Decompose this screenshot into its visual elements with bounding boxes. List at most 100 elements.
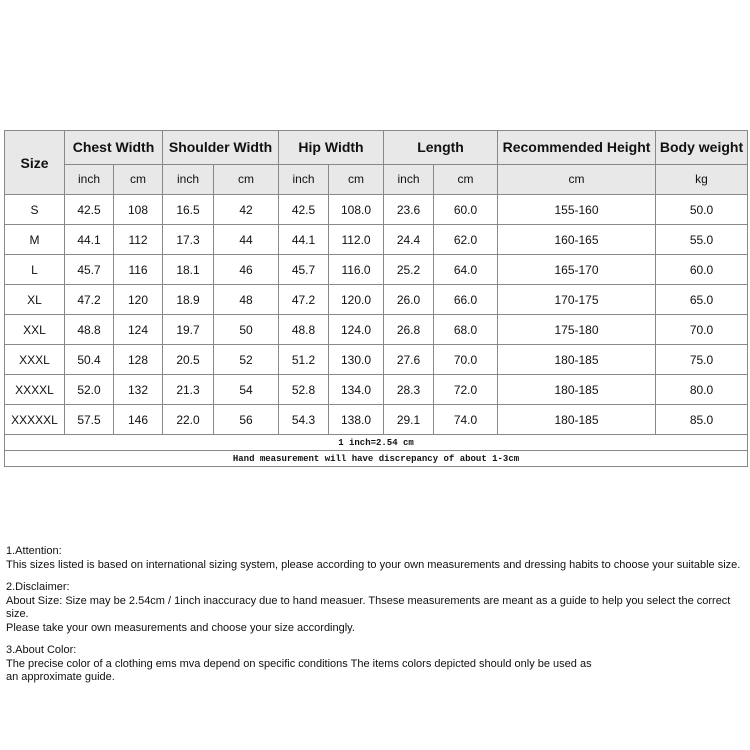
table-cell: 180-185 bbox=[497, 344, 657, 375]
table-note2: Hand measurement will have discrepancy o… bbox=[3, 450, 749, 467]
table-cell: 20.5 bbox=[162, 344, 215, 375]
table-cell: 24.4 bbox=[383, 224, 435, 255]
table-cell: 130.0 bbox=[328, 344, 385, 375]
table-cell: 28.3 bbox=[383, 374, 435, 405]
table-cell: 42.5 bbox=[64, 194, 114, 225]
table-cell: 72.0 bbox=[433, 374, 499, 405]
table-cell: 50 bbox=[213, 314, 280, 345]
table-cell: 128 bbox=[112, 344, 164, 375]
table-cell: 17.3 bbox=[162, 224, 215, 255]
table-cell: 54 bbox=[213, 374, 280, 405]
unit-cell: inch bbox=[162, 163, 215, 196]
table-cell: 18.9 bbox=[162, 284, 215, 315]
unit-cell: inch bbox=[278, 163, 330, 196]
note-line: About Size: Size may be 2.54cm / 1inch i… bbox=[6, 594, 731, 621]
note-line: Please take your own measurements and ch… bbox=[6, 621, 355, 634]
table-cell: 180-185 bbox=[497, 404, 657, 435]
table-cell: 52.0 bbox=[64, 374, 114, 405]
table-cell: 56 bbox=[213, 404, 280, 435]
table-cell: 112.0 bbox=[328, 224, 385, 255]
table-row: XL 47.2 120 18.9 48 47.2 120.0 26.0 66.0 170-175 6… bbox=[4, 284, 749, 315]
note-block: 1.Attention: This sizes listed is based o… bbox=[6, 545, 750, 572]
note-line: The precise color of a clothing ems mva … bbox=[6, 657, 592, 670]
table-cell: 65.0 bbox=[655, 284, 749, 315]
table-cell: 175-180 bbox=[497, 314, 657, 345]
table-cell: 26.0 bbox=[383, 284, 435, 315]
table-row: XXL 48.8 124 19.7 50 48.8 124.0 26.8 68.0 175-180… bbox=[4, 314, 749, 345]
table-cell: 146 bbox=[112, 404, 164, 435]
table-cell: 42.5 bbox=[278, 194, 330, 225]
table-cell: 66.0 bbox=[433, 284, 499, 315]
table-cell: XXXXL bbox=[4, 374, 65, 405]
table-row: L 45.7 116 18.1 46 45.7 116.0 25.2 64.0 165-170 60… bbox=[4, 254, 749, 285]
table-cell: M bbox=[4, 224, 65, 255]
table-cell: 180-185 bbox=[497, 374, 657, 405]
table-cell: 50.4 bbox=[64, 344, 114, 375]
note-title: 1.Attention: bbox=[6, 545, 62, 557]
table-cell: XL bbox=[4, 284, 65, 315]
table-cell: 16.5 bbox=[162, 194, 215, 225]
table-cell: 62.0 bbox=[433, 224, 499, 255]
table-cell: 116.0 bbox=[328, 254, 385, 285]
table-cell: 54.3 bbox=[278, 404, 330, 435]
notes-section: 1.Attention: This sizes listed is based o… bbox=[6, 545, 750, 694]
table-cell: 85.0 bbox=[655, 404, 749, 435]
header-size: Size bbox=[4, 130, 65, 195]
table-cell: 74.0 bbox=[433, 404, 499, 435]
header-weight: Body weight bbox=[655, 130, 749, 165]
unit-cell: inch bbox=[383, 163, 435, 196]
table-cell: XXL bbox=[4, 314, 65, 345]
table-cell: 116 bbox=[112, 254, 164, 285]
table-row: S 42.5 108 16.5 42 42.5 108.0 23.6 60.0 155-160 50… bbox=[4, 194, 749, 225]
table-cell: 60.0 bbox=[655, 254, 749, 285]
unit-cell: cm bbox=[328, 163, 385, 196]
table-cell: 60.0 bbox=[433, 194, 499, 225]
unit-cell: cm bbox=[433, 163, 499, 196]
table-note1: 1 inch=2.54 cm bbox=[3, 434, 749, 451]
table-cell: 19.7 bbox=[162, 314, 215, 345]
size-chart-table: Size Chest Width Shoulder Width Hip Widt… bbox=[3, 130, 749, 467]
table-cell: 22.0 bbox=[162, 404, 215, 435]
header-height: Recommended Height bbox=[497, 130, 657, 165]
note-row: Hand measurement will have discrepancy o… bbox=[3, 450, 749, 467]
table-cell: 47.2 bbox=[278, 284, 330, 315]
table-cell: 165-170 bbox=[497, 254, 657, 285]
header-shoulder: Shoulder Width bbox=[162, 130, 280, 165]
unit-cell: cm bbox=[213, 163, 280, 196]
table-cell: 25.2 bbox=[383, 254, 435, 285]
table-cell: 124.0 bbox=[328, 314, 385, 345]
table-cell: 120 bbox=[112, 284, 164, 315]
table-cell: 29.1 bbox=[383, 404, 435, 435]
table-cell: 75.0 bbox=[655, 344, 749, 375]
table-cell: 120.0 bbox=[328, 284, 385, 315]
table-cell: 57.5 bbox=[64, 404, 114, 435]
table-cell: 55.0 bbox=[655, 224, 749, 255]
unit-cell: cm bbox=[112, 163, 164, 196]
unit-cell: inch bbox=[64, 163, 114, 196]
table-cell: 138.0 bbox=[328, 404, 385, 435]
header-chest: Chest Width bbox=[63, 130, 164, 165]
table-cell: 45.7 bbox=[278, 254, 330, 285]
table-cell: L bbox=[4, 254, 65, 285]
note-row: 1 inch=2.54 cm bbox=[3, 434, 749, 451]
note-block: 2.Disclaimer: About Size: Size may be 2.5… bbox=[6, 581, 750, 635]
table-cell: 170-175 bbox=[497, 284, 657, 315]
table-cell: S bbox=[4, 194, 65, 225]
table-cell: 64.0 bbox=[433, 254, 499, 285]
table-cell: 112 bbox=[112, 224, 164, 255]
table-row: XXXXL 52.0 132 21.3 54 52.8 134.0 28.3 72.0 180-1… bbox=[4, 374, 749, 405]
note-block: 3.About Color: The precise color of a clo… bbox=[6, 644, 750, 685]
note-line: This sizes listed is based on internatio… bbox=[6, 558, 741, 571]
note-title: 2.Disclaimer: bbox=[6, 581, 70, 593]
table-cell: 48.8 bbox=[278, 314, 330, 345]
table-cell: 27.6 bbox=[383, 344, 435, 375]
table-cell: 46 bbox=[213, 254, 280, 285]
table-cell: 42 bbox=[213, 194, 280, 225]
table-cell: 45.7 bbox=[64, 254, 114, 285]
unit-cell: kg bbox=[655, 163, 749, 196]
table-cell: 155-160 bbox=[497, 194, 657, 225]
table-cell: 47.2 bbox=[64, 284, 114, 315]
table-cell: 48 bbox=[213, 284, 280, 315]
table-cell: 44 bbox=[213, 224, 280, 255]
table-row: XXXL 50.4 128 20.5 52 51.2 130.0 27.6 70.0 180-18… bbox=[4, 344, 749, 375]
